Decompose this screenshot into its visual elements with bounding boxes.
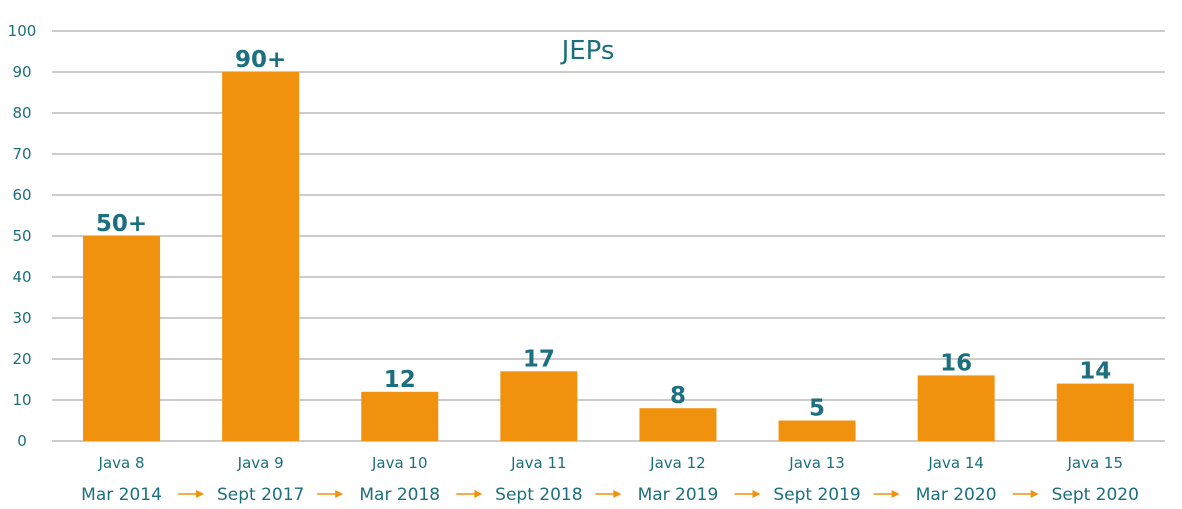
- y-tick-label: 90: [12, 63, 31, 81]
- data-label: 50+: [96, 211, 147, 237]
- release-date-label: Mar 2014: [81, 485, 162, 505]
- arrow-icon: [456, 490, 483, 498]
- x-category-label: Java 11: [510, 454, 567, 472]
- data-label: 8: [670, 383, 686, 409]
- bar: [83, 236, 161, 441]
- chart-title: JEPs: [560, 36, 615, 66]
- arrow-icon: [317, 490, 344, 498]
- y-tick-label: 40: [12, 268, 31, 286]
- release-date-label: Sept 2018: [495, 485, 582, 505]
- x-category-label: Java 9: [237, 454, 284, 472]
- x-category-label: Java 13: [788, 454, 845, 472]
- x-category-label: Java 10: [371, 454, 428, 472]
- release-date-label: Mar 2020: [916, 485, 997, 505]
- release-timeline: Mar 2014 Sept 2017 Mar 2018 Sept 2018 Mar 20…: [81, 485, 1139, 505]
- y-tick-label: 60: [12, 186, 31, 204]
- release-date-label: Mar 2019: [638, 485, 719, 505]
- x-category-label: Java 8: [98, 454, 145, 472]
- data-label: 5: [809, 396, 825, 422]
- data-label: 16: [940, 350, 972, 376]
- x-category-label: Java 15: [1066, 454, 1123, 472]
- arrow-icon: [734, 490, 761, 498]
- release-date-label: Sept 2020: [1052, 485, 1139, 505]
- y-tick-label: 10: [12, 391, 31, 409]
- bar: [639, 408, 717, 441]
- x-axis-categories: Java 8 Java 9 Java 10 Java 11 Java 12 Java 13…: [98, 454, 1123, 472]
- data-label: 14: [1079, 359, 1111, 385]
- bar: [1056, 383, 1134, 441]
- y-tick-label: 70: [12, 145, 31, 163]
- release-date-label: Mar 2018: [359, 485, 440, 505]
- data-label: 12: [384, 367, 416, 393]
- data-label: 90+: [235, 47, 286, 73]
- bar: [500, 371, 578, 441]
- y-tick-label: 0: [17, 432, 27, 450]
- bar: [222, 72, 300, 441]
- y-tick-label: 80: [12, 104, 31, 122]
- arrow-icon: [1012, 490, 1039, 498]
- arrow-icon: [178, 490, 205, 498]
- data-labels: 50+ 90+ 12 17 8 5 16 14: [96, 47, 1111, 422]
- y-axis-ticks: 0 10 20 30 40 50 60 70 80 90 100: [8, 22, 37, 450]
- bar: [917, 375, 995, 441]
- data-label: 17: [523, 346, 555, 372]
- release-date-label: Sept 2019: [773, 485, 860, 505]
- y-tick-label: 20: [12, 350, 31, 368]
- y-tick-label: 50: [12, 227, 31, 245]
- bar: [778, 420, 856, 441]
- gridlines: [52, 30, 1165, 442]
- x-category-label: Java 14: [927, 454, 984, 472]
- y-tick-label: 30: [12, 309, 31, 327]
- arrow-icon: [873, 490, 900, 498]
- bar: [361, 391, 439, 441]
- arrow-icon: [595, 490, 622, 498]
- release-date-label: Sept 2017: [217, 485, 304, 505]
- bars: [83, 72, 1134, 441]
- y-tick-label: 100: [8, 22, 37, 40]
- x-category-label: Java 12: [649, 454, 706, 472]
